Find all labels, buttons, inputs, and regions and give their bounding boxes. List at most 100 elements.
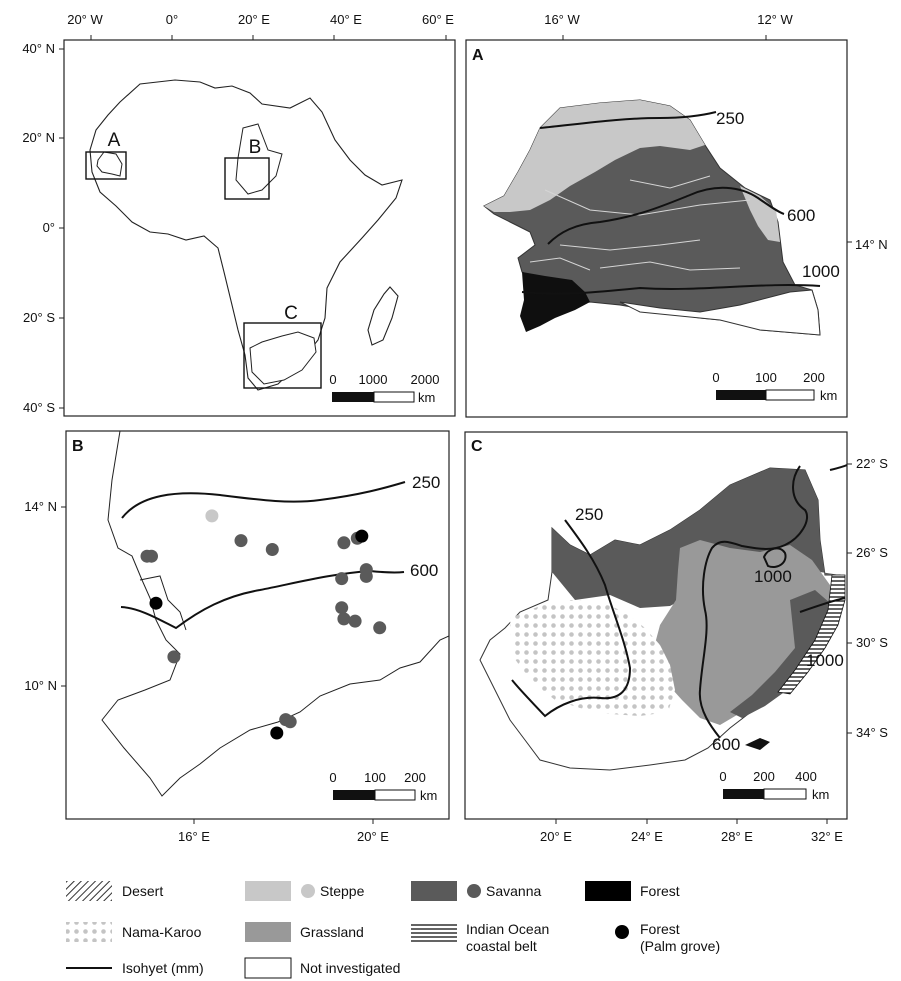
south-africa-grassland [652, 540, 832, 725]
panel-b-scale-label: 0 [329, 770, 336, 785]
panel-a-scale-label: 200 [803, 370, 825, 385]
panel-c-isohyet-label: 250 [575, 505, 603, 524]
site-marker-savanna [145, 549, 158, 563]
overview-lon-tick: 0° [166, 12, 178, 27]
legend-steppe-label: Steppe [320, 883, 365, 899]
site-marker-savanna [337, 536, 351, 550]
overview-lat-tick: 0° [43, 220, 55, 235]
legend-indian-ocean-swatch [411, 922, 457, 942]
panel-a-isohyet-label: 600 [787, 206, 815, 225]
panel-b-scale-bar [333, 789, 416, 801]
site-marker-savanna [359, 569, 373, 583]
panel-a-scale-bar [716, 389, 815, 401]
panel-a-lon-tick: 12° W [757, 12, 793, 27]
senegal-not-investigated [619, 289, 821, 336]
region-label-c: C [284, 303, 298, 324]
panel-a: 16° W 12° W 14° N A [465, 12, 888, 418]
legend-steppe-swatch [245, 881, 291, 901]
legend-grassland-swatch [245, 922, 291, 942]
panel-b-scale-unit: km [420, 788, 437, 803]
legend: Desert Nama-Karoo Isohyet (mm) Steppe Gr… [66, 881, 720, 979]
river-streaks [529, 175, 751, 271]
panel-b-scale-label: 100 [364, 770, 386, 785]
panel-b-frame [65, 430, 450, 820]
site-marker-savanna [265, 543, 279, 556]
overview-scale-bar [332, 391, 415, 403]
site-marker-savanna [335, 601, 349, 615]
indian-ocean-coastal-belt [777, 574, 846, 695]
legend-forest-palm-label: Forest [640, 921, 680, 937]
panel-a-scale-unit: km [820, 388, 837, 403]
nama-karoo-region [510, 600, 675, 716]
legend-indian-ocean-label: coastal belt [466, 938, 537, 954]
site-marker-savanna [335, 572, 349, 586]
senegal-forest-region [520, 272, 590, 332]
panel-a-isohyet-label: 1000 [802, 262, 840, 281]
legend-nama-karoo-label: Nama-Karoo [122, 924, 202, 940]
overview-lon-tick: 60° E [422, 12, 454, 27]
legend-not-investigated-label: Not investigated [300, 960, 400, 976]
panel-b-letter: B [72, 438, 84, 455]
south-africa-outline [249, 331, 317, 385]
panel-b-scale-label: 200 [404, 770, 426, 785]
legend-grassland-label: Grassland [300, 924, 364, 940]
region-box-b [224, 157, 270, 200]
site-marker-savanna [167, 650, 181, 664]
south-africa-savanna-east [730, 590, 838, 718]
region-box-a [85, 151, 127, 180]
overview-lon-tick: 40° E [330, 12, 362, 27]
overview-scale-unit: km [418, 390, 435, 405]
panel-c-scale-unit: km [812, 787, 829, 802]
panel-c-isohyet-label: 1000 [806, 651, 844, 670]
site-marker-savanna [348, 614, 362, 628]
panel-a-letter: A [472, 47, 484, 64]
overview-panel: 20° W 0° 20° E 40° E 60° E 40° N 20° N 0… [22, 12, 456, 417]
overview-lat-tick: 20° S [23, 310, 55, 325]
panel-c-lon-tick: 24° E [631, 829, 663, 844]
panel-b-lon-tick: 20° E [357, 829, 389, 844]
panel-b-isohyet-label: 600 [410, 561, 438, 580]
panel-c-lat-tick: 26° S [856, 545, 888, 560]
site-marker-steppe [205, 509, 219, 523]
legend-not-investigated-swatch [244, 957, 292, 979]
madagascar-outline [367, 286, 399, 346]
panel-b-lon-tick: 16° E [178, 829, 210, 844]
legend-forest-palm-dot [615, 925, 629, 939]
overview-lon-tick: 20° E [238, 12, 270, 27]
legend-savanna-swatch [411, 881, 457, 901]
overview-lat-tick: 40° N [22, 41, 55, 56]
panel-c-lat-tick: 34° S [856, 725, 888, 740]
site-marker-savanna [337, 612, 351, 626]
senegal-steppe-region [484, 100, 705, 212]
region-label-a: A [108, 130, 121, 151]
panel-c-isohyet-label: 1000 [754, 567, 792, 586]
overview-lat-tick: 20° N [22, 130, 55, 145]
panel-c-scale-bar [723, 788, 807, 800]
legend-forest-label: Forest [640, 883, 680, 899]
overview-lat-tick: 40° S [23, 400, 55, 415]
legend-savanna-dot [467, 884, 481, 898]
site-marker-savanna [373, 621, 387, 635]
panel-a-isohyets [521, 111, 821, 295]
panel-b: 14° N 10° N 16° E 20° E B 250 600 0 100 … [24, 430, 450, 844]
region-label-b: B [249, 137, 262, 158]
legend-nama-karoo-swatch [66, 922, 112, 942]
south-africa-forest [745, 738, 770, 750]
region-box-c [243, 322, 322, 389]
legend-savanna-label: Savanna [486, 883, 541, 899]
overview-scale-label: 0 [329, 372, 336, 387]
overview-scale-label: 1000 [359, 372, 388, 387]
panel-b-isohyet-label: 250 [412, 473, 440, 492]
panel-c-letter: C [471, 438, 483, 455]
legend-desert-swatch [66, 881, 112, 901]
site-marker-savanna [283, 715, 297, 729]
panel-b-isohyets [120, 481, 406, 630]
legend-isohyet-label: Isohyet (mm) [122, 960, 204, 976]
panel-a-lon-tick: 16° W [544, 12, 580, 27]
legend-steppe-dot [301, 884, 315, 898]
overview-lon-tick: 20° W [67, 12, 103, 27]
legend-indian-ocean-label: Indian Ocean [466, 921, 549, 937]
legend-forest-palm-label: (Palm grove) [640, 938, 720, 954]
panel-b-lat-tick: 14° N [24, 499, 57, 514]
panel-c-lon-tick: 32° E [811, 829, 843, 844]
